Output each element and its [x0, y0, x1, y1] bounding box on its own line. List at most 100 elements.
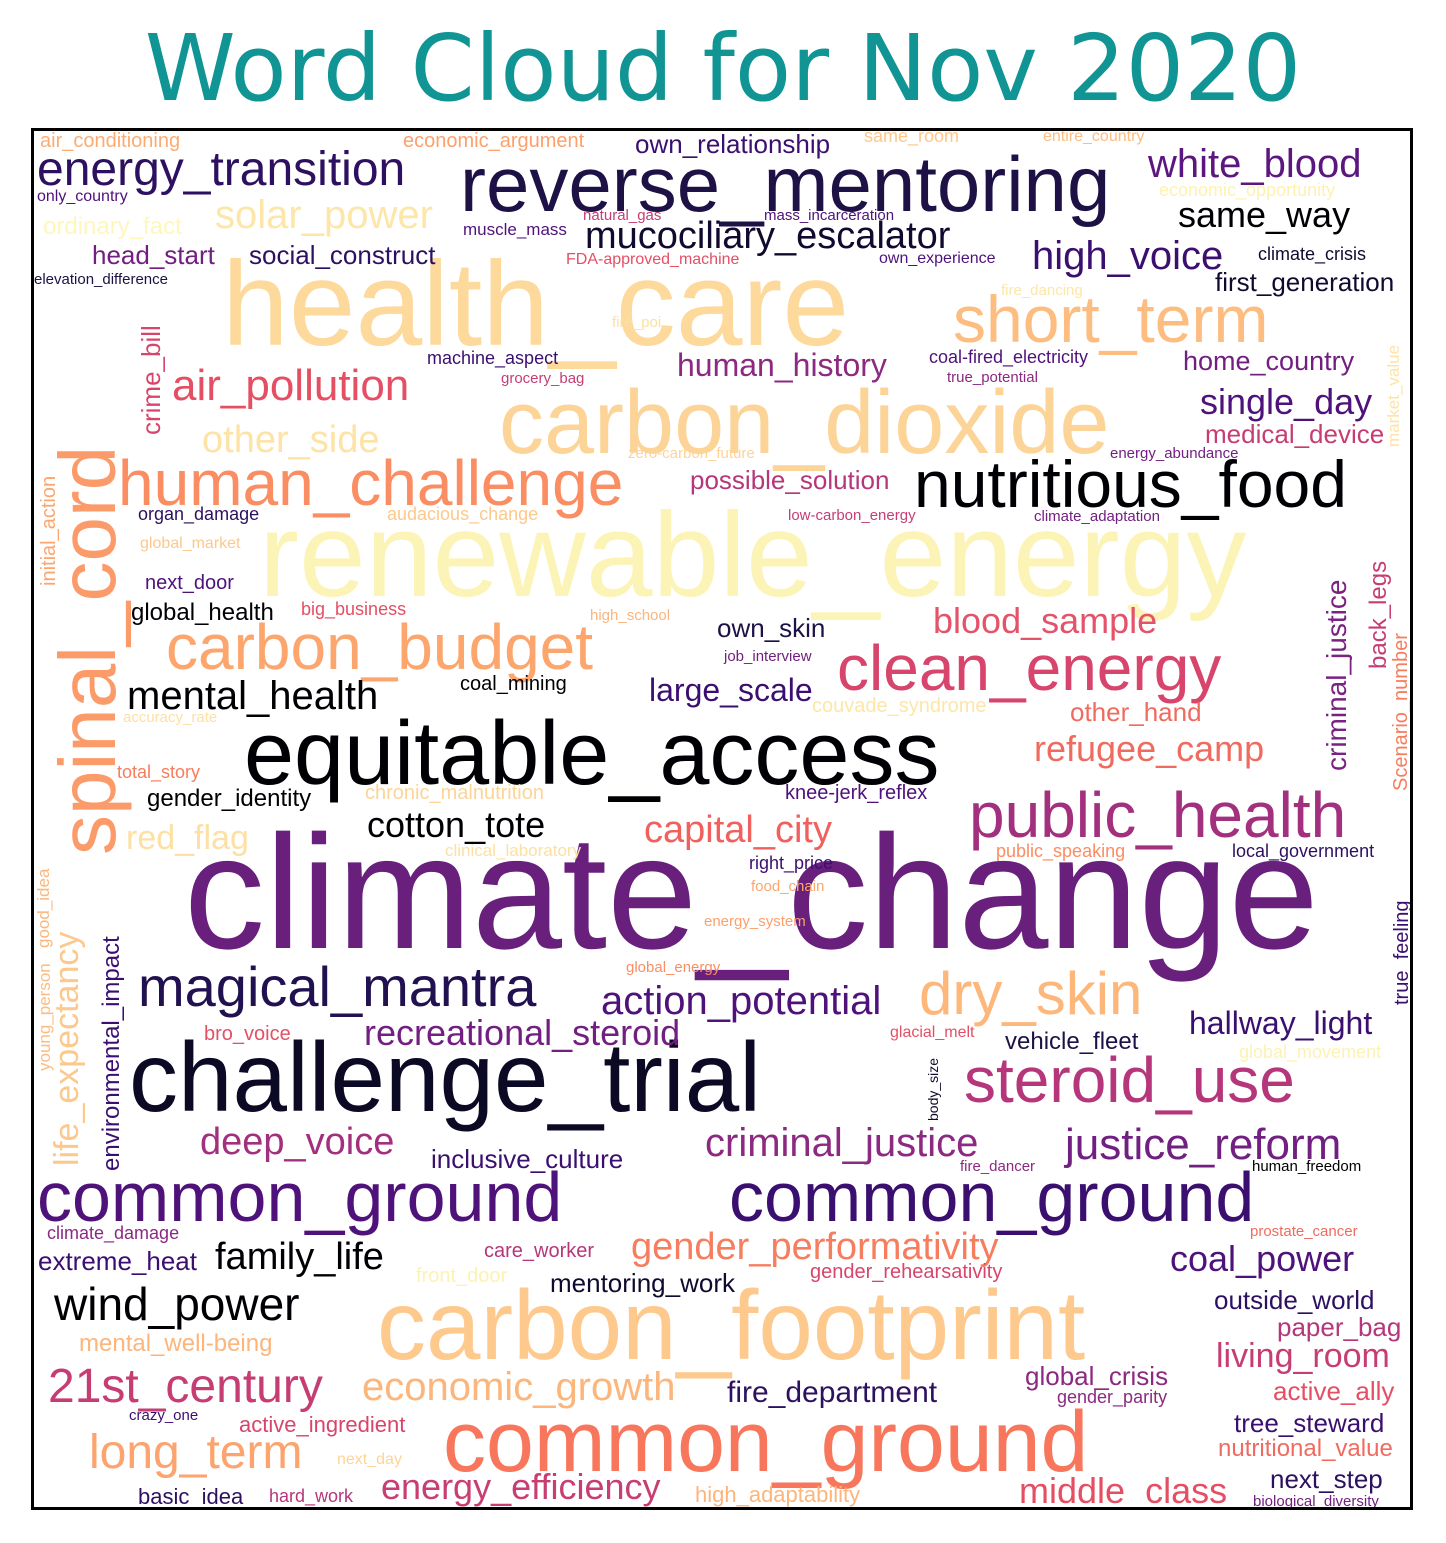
- word-economic-opportunity: economic_opportunity: [1159, 180, 1336, 200]
- word-air-conditioning: air_conditioning: [40, 130, 181, 152]
- word-red-flag: red_flag: [126, 819, 249, 857]
- word-common-ground-2: common_ground: [37, 1158, 563, 1236]
- word-biological-diversity: biological_diversity: [1253, 1493, 1379, 1510]
- word-global-market: global_market: [140, 535, 241, 552]
- word-human-challenge: human_challenge: [118, 447, 624, 519]
- word-knee-jerk-reflex: knee-jerk_reflex: [785, 782, 928, 804]
- word-hard-work: hard_work: [269, 1486, 354, 1506]
- word-crazy-one: crazy_one: [129, 1407, 199, 1424]
- word-carbon-footprint: carbon_footprint: [377, 1270, 1086, 1380]
- word-renewable-energy: renewable_energy: [259, 488, 1247, 622]
- word-tree-steward: tree_steward: [1234, 1408, 1385, 1438]
- word-cotton-tote: cotton_tote: [367, 804, 546, 845]
- word-gender-rehearsativity: gender_rehearsativity: [810, 1261, 1003, 1283]
- word-mentoring-work: mentoring_work: [550, 1268, 735, 1298]
- word-global-energy: global_energy: [626, 959, 721, 976]
- word-natural-gas: natural_gas: [583, 207, 662, 224]
- word-environmental-impact: environmental_impact: [98, 936, 125, 1171]
- word-machine-aspect: machine_aspect: [427, 348, 559, 368]
- word-solar-power: solar_power: [215, 193, 433, 237]
- word-middle-class: middle_class: [1019, 1470, 1228, 1510]
- word-21st-century: 21st_century: [48, 1360, 323, 1413]
- word-hallway-light: hallway_light: [1189, 1005, 1373, 1041]
- word-active-ingredient: active_ingredient: [239, 1412, 406, 1437]
- word-first-generation: first_generation: [1215, 267, 1395, 297]
- word-prostate-cancer: prostate_cancer: [1250, 1223, 1358, 1240]
- word-carbon-budget: carbon_budget: [166, 611, 594, 683]
- word-carbon-dioxide: carbon_dioxide: [499, 373, 1110, 473]
- word-living-room: living_room: [1216, 1337, 1390, 1375]
- word-mass-incarceration: mass_incarceration: [764, 207, 895, 224]
- word-short-term: short_term: [953, 282, 1269, 356]
- word-medical-device: medical_device: [1205, 419, 1385, 449]
- word-total-story: total_story: [117, 762, 201, 782]
- word-large-scale: large_scale: [649, 672, 813, 708]
- word-cloud-frame: climate_change renewable_energy health_c…: [31, 128, 1413, 1510]
- word-own-skin: own_skin: [717, 613, 826, 643]
- word-economic-argument: economic_argument: [403, 130, 585, 152]
- word-glacial-melt: glacial_melt: [890, 1024, 975, 1041]
- word-climate-crisis: climate_crisis: [1258, 244, 1367, 264]
- word-long-term: long_term: [89, 1426, 303, 1479]
- word-true-potential: true_potential: [947, 369, 1038, 386]
- word-other-hand: other_hand: [1070, 697, 1202, 727]
- word-elevation-difference: elevation_difference: [34, 271, 168, 288]
- word-paper-bag: paper_bag: [1277, 1312, 1402, 1342]
- word-wind-power: wind_power: [54, 1278, 300, 1330]
- word-nutritious-food: nutritious_food: [914, 447, 1347, 521]
- word-action-potential: action_potential: [601, 979, 882, 1023]
- word-equitable-access: equitable_access: [244, 704, 940, 804]
- word-body-size: body_size: [925, 1057, 941, 1121]
- word-right-price: right_price: [749, 853, 834, 873]
- word-low-carbon-energy: low-carbon_energy: [788, 507, 916, 524]
- word-own-experience: own_experience: [879, 250, 996, 267]
- word-social-construct: social_construct: [249, 240, 436, 270]
- word-justice-reform: justice_reform: [1065, 1120, 1342, 1169]
- word-inclusive-culture: inclusive_culture: [431, 1144, 624, 1174]
- word-coal-fired-electricity: coal-fired_electricity: [929, 347, 1089, 367]
- word-coal-power: coal_power: [1170, 1238, 1355, 1279]
- word-spinal-cord: spinal_cord: [43, 445, 132, 855]
- word-climate-change: climate_change: [184, 802, 1319, 983]
- word-job-interview: job_interview: [724, 648, 812, 665]
- word-deep-voice: deep_voice: [200, 1121, 395, 1163]
- word-extreme-heat: extreme_heat: [38, 1246, 197, 1276]
- word-nutritional-value: nutritional_value: [1218, 1435, 1393, 1462]
- word-market-value: market_value: [1384, 344, 1403, 447]
- word-family-life: family_life: [215, 1236, 384, 1278]
- word-single-day: single_day: [1200, 381, 1373, 422]
- word-next-step: next_step: [1270, 1464, 1383, 1494]
- word-clean-energy: clean_energy: [837, 632, 1222, 704]
- word-home-country: home_country: [1183, 346, 1355, 376]
- word-reverse-mentoring: reverse_mentoring: [460, 140, 1111, 228]
- word-global-health: global_health: [131, 599, 274, 626]
- word-life-expectancy: life_expectancy: [48, 931, 86, 1166]
- word-accuracy-rate: accuracy_rate: [123, 709, 218, 726]
- word-magical-mantra: magical_mantra: [138, 955, 537, 1018]
- word-active-ally: active_ally: [1273, 1376, 1395, 1406]
- word-energy-system: energy_system: [704, 913, 806, 930]
- word-outside-world: outside_world: [1214, 1285, 1375, 1315]
- word-crime-bill: crime_bill: [136, 325, 166, 435]
- word-next-day: next_day: [337, 1451, 402, 1468]
- word-criminal-justice-1: criminal_justice: [705, 1121, 979, 1165]
- word-blood-sample: blood_sample: [933, 600, 1158, 641]
- word-energy-efficiency: energy_efficiency: [381, 1466, 661, 1507]
- word-high-school: high_school: [590, 607, 671, 624]
- word-head-start: head_start: [92, 240, 215, 270]
- word-scenario-number: Scenario_number: [1390, 633, 1412, 791]
- word-vehicle-fleet: vehicle_fleet: [1005, 1028, 1139, 1055]
- word-couvade-syndrome: couvade_syndrome: [812, 695, 987, 717]
- word-young-person: young_person: [35, 963, 54, 1071]
- word-public-health: public_health: [969, 779, 1347, 851]
- word-clinical-laboratory: clinical_laboratory: [445, 841, 582, 860]
- word-challenge-trial: challenge_trial: [129, 1022, 761, 1132]
- word-fire-poi: fire_poi: [612, 314, 662, 331]
- word-high-adaptability: high_adaptability: [695, 1482, 861, 1507]
- word-other-side: other_side: [202, 419, 380, 461]
- word-health-care: health_care: [222, 237, 850, 371]
- word-good-idea: good_idea: [34, 868, 53, 948]
- word-energy-transition: energy_transition: [37, 143, 406, 196]
- word-mental-health: mental_health: [127, 674, 379, 718]
- word-coal-mining: coal_mining: [460, 673, 567, 695]
